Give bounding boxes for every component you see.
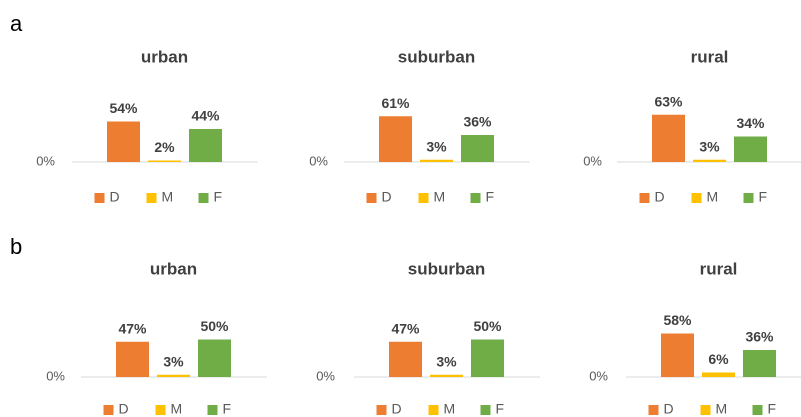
value-label: 3% xyxy=(436,353,457,369)
bar xyxy=(189,129,222,162)
bar xyxy=(389,341,422,377)
legend-swatch xyxy=(366,193,377,203)
legend-swatch xyxy=(752,405,763,415)
value-label: 47% xyxy=(118,320,147,336)
legend-label: D xyxy=(655,189,665,205)
legend-swatch xyxy=(146,193,157,203)
y-tick-label: 0% xyxy=(316,368,335,383)
legend-swatch xyxy=(480,405,491,415)
value-label: 50% xyxy=(200,318,229,334)
legend-label: M xyxy=(434,189,446,205)
value-label: 58% xyxy=(663,312,692,328)
legend-label: D xyxy=(110,189,120,205)
legend-label: M xyxy=(171,401,183,417)
legend-label: F xyxy=(486,189,495,205)
value-label: 47% xyxy=(391,320,420,336)
chart-title: urban xyxy=(141,47,188,66)
value-label: 61% xyxy=(381,95,410,111)
legend-label: M xyxy=(716,401,728,417)
legend-label: M xyxy=(162,189,174,205)
bar xyxy=(661,333,694,377)
bar xyxy=(702,372,735,377)
legend-label: F xyxy=(223,401,232,417)
value-label: 44% xyxy=(191,108,220,124)
bar xyxy=(734,136,767,162)
bar xyxy=(743,350,776,377)
legend-label: D xyxy=(119,401,129,417)
value-label: 36% xyxy=(745,329,774,345)
legend-label: F xyxy=(214,189,223,205)
bar xyxy=(430,374,463,377)
value-label: 63% xyxy=(654,93,683,109)
value-label: 36% xyxy=(463,114,492,130)
chart-title: rural xyxy=(700,259,738,278)
bar xyxy=(116,341,149,377)
bar xyxy=(107,121,140,162)
y-tick-label: 0% xyxy=(589,368,608,383)
value-label: 34% xyxy=(736,115,765,131)
y-tick-label: 0% xyxy=(583,153,602,168)
legend-label: F xyxy=(759,189,768,205)
y-tick-label: 0% xyxy=(309,153,328,168)
value-label: 2% xyxy=(154,139,175,155)
legend-swatch xyxy=(700,405,711,415)
chart-title: urban xyxy=(150,259,197,278)
legend-swatch xyxy=(691,193,702,203)
bar xyxy=(157,374,190,377)
legend-swatch xyxy=(376,405,387,415)
legend-swatch xyxy=(198,193,209,203)
bar xyxy=(379,116,412,162)
bar xyxy=(420,159,453,162)
legend-swatch xyxy=(94,193,105,203)
chart-title: suburban xyxy=(408,259,485,278)
legend-swatch xyxy=(743,193,754,203)
legend-swatch xyxy=(207,405,218,415)
value-label: 3% xyxy=(426,138,447,154)
value-label: 3% xyxy=(699,138,720,154)
value-label: 50% xyxy=(473,318,502,334)
panel-label: b xyxy=(10,234,22,259)
legend-swatch xyxy=(103,405,114,415)
legend-label: M xyxy=(444,401,456,417)
bar xyxy=(198,339,231,377)
legend-label: F xyxy=(768,401,777,417)
bar xyxy=(461,135,494,162)
legend-swatch xyxy=(418,193,429,203)
legend-swatch xyxy=(648,405,659,415)
legend-label: D xyxy=(382,189,392,205)
bar xyxy=(148,160,181,162)
y-tick-label: 0% xyxy=(36,153,55,168)
legend-label: D xyxy=(392,401,402,417)
value-label: 6% xyxy=(708,351,729,367)
legend-label: F xyxy=(496,401,505,417)
panel-label: a xyxy=(10,11,23,36)
bar xyxy=(471,339,504,377)
legend-label: D xyxy=(664,401,674,417)
legend-swatch xyxy=(470,193,481,203)
legend-swatch xyxy=(428,405,439,415)
legend-label: M xyxy=(707,189,719,205)
legend-swatch xyxy=(639,193,650,203)
legend-swatch xyxy=(155,405,166,415)
bar xyxy=(652,114,685,162)
bar xyxy=(693,159,726,162)
value-label: 3% xyxy=(163,353,184,369)
y-tick-label: 0% xyxy=(46,368,65,383)
value-label: 54% xyxy=(109,100,138,116)
chart-title: rural xyxy=(691,47,729,66)
chart-title: suburban xyxy=(398,47,475,66)
